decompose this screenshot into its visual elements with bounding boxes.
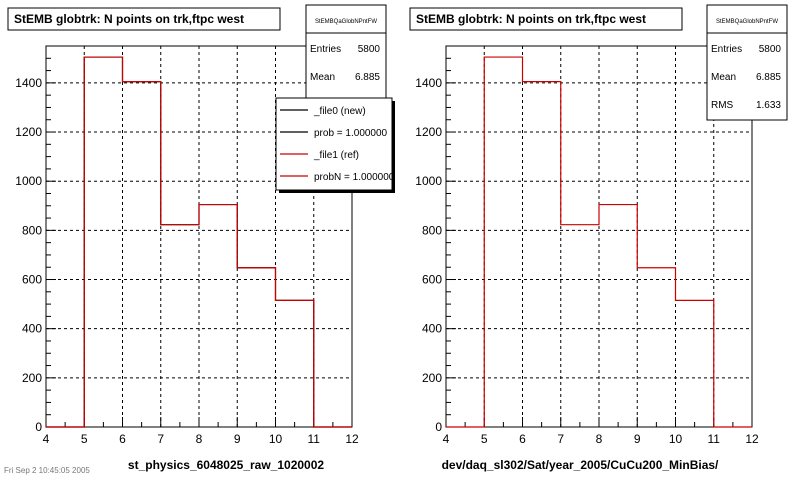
legend-label: _file1 (ref) [313,150,359,161]
x-tick-label: 12 [745,432,759,446]
stats-value: 5800 [759,44,782,55]
stats-box [706,4,788,121]
y-tick-label: 1000 [15,174,42,188]
legend-label: _file0 (new) [313,106,366,117]
y-tick-label: 1200 [15,125,42,139]
x-tick-label: 5 [481,432,488,446]
x-tick-label: 7 [157,432,164,446]
stats-value: 6.885 [756,72,781,83]
x-tick-label: 4 [443,432,450,446]
histogram-series-1 [446,56,752,428]
x-tick-label: 9 [234,432,241,446]
y-tick-label: 400 [422,322,442,336]
chart-title: StEMB globtrk: N points on trk,ftpc west [416,12,646,26]
y-tick-label: 1400 [415,76,442,90]
x-axis-label: st_physics_6048025_raw_1020002 [128,458,324,472]
x-tick-label: 4 [43,432,50,446]
stats-label: Entries [711,44,742,55]
y-tick-label: 0 [35,420,42,434]
x-tick-label: 10 [269,432,283,446]
x-tick-label: 9 [634,432,641,446]
x-tick-label: 8 [196,432,203,446]
histogram-panel-2: 4 5 6 7 8 9 10 11 12 0 200 400 600 800 1000 1200 1400 StE… [409,4,788,472]
histogram-panel-1: 4 5 6 7 8 9 10 11 12 0 200 400 600 800 1000 1200 1400 StE… [7,4,395,472]
x-tick-label: 6 [119,432,126,446]
x-tick-label: 6 [519,432,526,446]
x-tick-label: 11 [708,432,721,446]
y-tick-label: 1200 [415,125,442,139]
title-box [409,7,683,31]
x-tick-label: 5 [81,432,88,446]
x-tick-label: 8 [596,432,603,446]
histogram-series-2 [46,56,352,428]
y-tick-label: 1000 [415,174,442,188]
plot-frame [445,45,753,428]
x-axis-label: dev/daq_sl302/Sat/year_2005/CuCu200_MinB… [442,458,719,472]
y-tick-label: 0 [435,420,442,434]
legend-box [275,97,393,191]
stats-box [305,4,387,106]
title-box [7,7,281,31]
stats-value: 1.633 [756,100,781,111]
x-tick-label: 10 [669,432,683,446]
stats-label: Entries [310,44,341,55]
y-tick-label: 800 [422,223,442,237]
stats-name: StEMBQaGlobNPntFW [716,19,778,25]
y-tick-label: 600 [22,273,42,287]
x-tick-label: 11 [308,432,321,446]
legend-label: probN = 1.000000 [314,172,395,183]
legend: _file0 (new) prob = 1.000000 _file1 (ref) p… [275,97,395,191]
stats-label: RMS [711,100,734,111]
stats-name: StEMBQaGlobNPntFW [315,19,377,25]
y-tick-label: 1400 [15,76,42,90]
legend-entries: _file0 (new) prob = 1.000000 _file1 (ref) p… [280,106,395,183]
y-tick-label: 200 [422,371,442,385]
y-tick-label: 800 [22,223,42,237]
y-tick-label: 200 [22,371,42,385]
stats-value: 6.885 [355,72,380,83]
footer-timestamp: Fri Sep 2 10:45:05 2005 [4,466,90,475]
y-tick-label: 600 [422,273,442,287]
legend-label: prob = 1.000000 [314,128,388,139]
y-tick-label: 400 [22,322,42,336]
chart-title: StEMB globtrk: N points on trk,ftpc west [14,12,244,26]
x-tick-label: 7 [557,432,564,446]
stats-label: Mean [310,72,335,83]
stats-label: Mean [711,72,736,83]
stats-value: 5800 [358,44,381,55]
x-tick-label: 12 [345,432,359,446]
